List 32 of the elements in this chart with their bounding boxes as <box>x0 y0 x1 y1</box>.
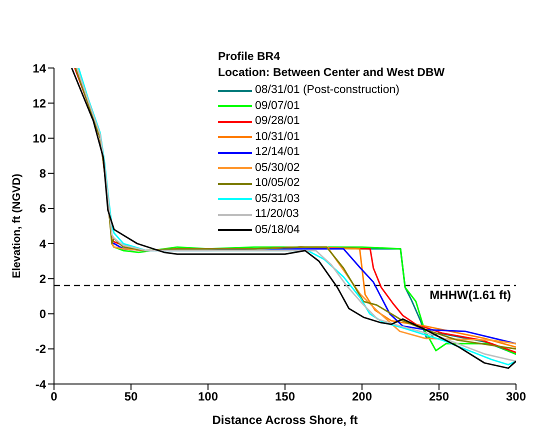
x-tick-label: 250 <box>428 390 450 404</box>
y-tick-label: 8 <box>39 166 46 181</box>
y-tick-label: 14 <box>32 61 46 76</box>
ref-line-label: MHHW(1.61 ft) <box>430 288 512 302</box>
x-tick-label: 200 <box>352 390 372 404</box>
x-tick-label: 0 <box>50 390 58 404</box>
legend-label: 08/31/01 (Post-construction) <box>255 83 400 98</box>
chart-title: Profile BR4 <box>218 50 281 65</box>
x-tick-label: 300 <box>506 390 526 404</box>
y-tick-label: 12 <box>32 96 46 110</box>
legend-label: 10/31/01 <box>255 130 300 144</box>
y-tick-label: -2 <box>35 342 46 356</box>
y-tick-label: 0 <box>39 307 46 322</box>
legend-label: 09/07/01 <box>255 98 300 114</box>
x-tick-label: 150 <box>274 390 296 404</box>
y-tick-label: -4 <box>35 377 46 392</box>
legend-label: 10/05/02 <box>255 176 300 191</box>
x-axis-title: Distance Across Shore, ft <box>212 413 358 427</box>
legend-label: 05/31/03 <box>255 192 300 206</box>
x-tick-label: 100 <box>198 390 218 404</box>
y-axis-title: Elevation, ft (NGVD) <box>10 173 23 278</box>
y-tick-label: 10 <box>32 131 46 146</box>
legend-label: 05/30/02 <box>255 160 300 176</box>
legend-label: 05/18/04 <box>255 222 300 238</box>
x-tick-label: 50 <box>124 390 138 404</box>
legend-label: 11/20/03 <box>255 207 299 222</box>
y-tick-label: 4 <box>39 236 46 251</box>
legend-label: 12/14/01 <box>255 145 300 160</box>
y-tick-label: 6 <box>39 202 46 216</box>
chart-subtitle: Location: Between Center and West DBW <box>218 66 445 80</box>
y-tick-label: 2 <box>39 272 46 286</box>
legend-label: 09/28/01 <box>255 114 300 129</box>
